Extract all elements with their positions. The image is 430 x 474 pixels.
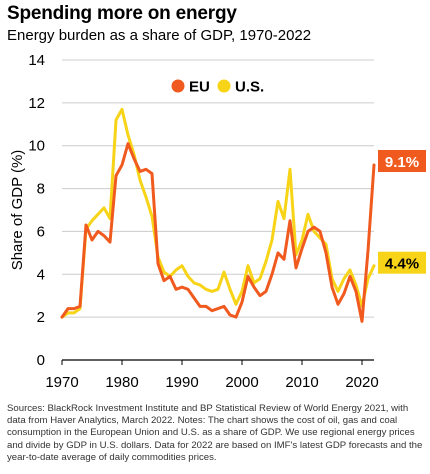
legend-marker (171, 79, 185, 93)
x-tick-label: 2020 (345, 374, 378, 391)
series-line-eu (60, 142, 376, 323)
x-tick-label: 2000 (225, 374, 258, 391)
y-tick-label: 14 (28, 52, 45, 69)
line-chart: 0 2 4 6 8 10 12 14 1970 1980 1990 2000 2010 2020 Share… (9, 52, 426, 391)
x-tick-label: 2010 (285, 374, 318, 391)
y-tick-label: 0 (37, 352, 45, 369)
y-tick-label: 8 (37, 181, 45, 198)
y-tick-label: 4 (37, 266, 45, 283)
end-value-badge (378, 150, 426, 172)
end-value-label: 4.4% (385, 256, 419, 273)
legend-marker (217, 79, 231, 93)
series-line-us (60, 107, 376, 319)
y-tick-label: 2 (37, 309, 45, 326)
y-axis-label: Share of GDP (%) (9, 150, 26, 271)
x-tick-label: 1980 (105, 374, 138, 391)
y-tick-label: 6 (37, 223, 45, 240)
x-tick-label: 1990 (165, 374, 198, 391)
y-tick-label: 12 (28, 95, 45, 112)
x-tick-label: 1970 (45, 374, 78, 391)
y-tick-label: 10 (28, 138, 45, 155)
legend-label: EU (189, 79, 210, 96)
chart-notes: Sources: BlackRock Investment Institute … (7, 403, 423, 463)
end-value-label: 9.1% (385, 154, 419, 171)
legend-label: U.S. (235, 79, 264, 96)
end-value-badge (378, 251, 426, 274)
chart-title: Spending more on energy (7, 3, 237, 24)
chart-subtitle: Energy burden as a share of GDP, 1970-20… (7, 27, 312, 44)
